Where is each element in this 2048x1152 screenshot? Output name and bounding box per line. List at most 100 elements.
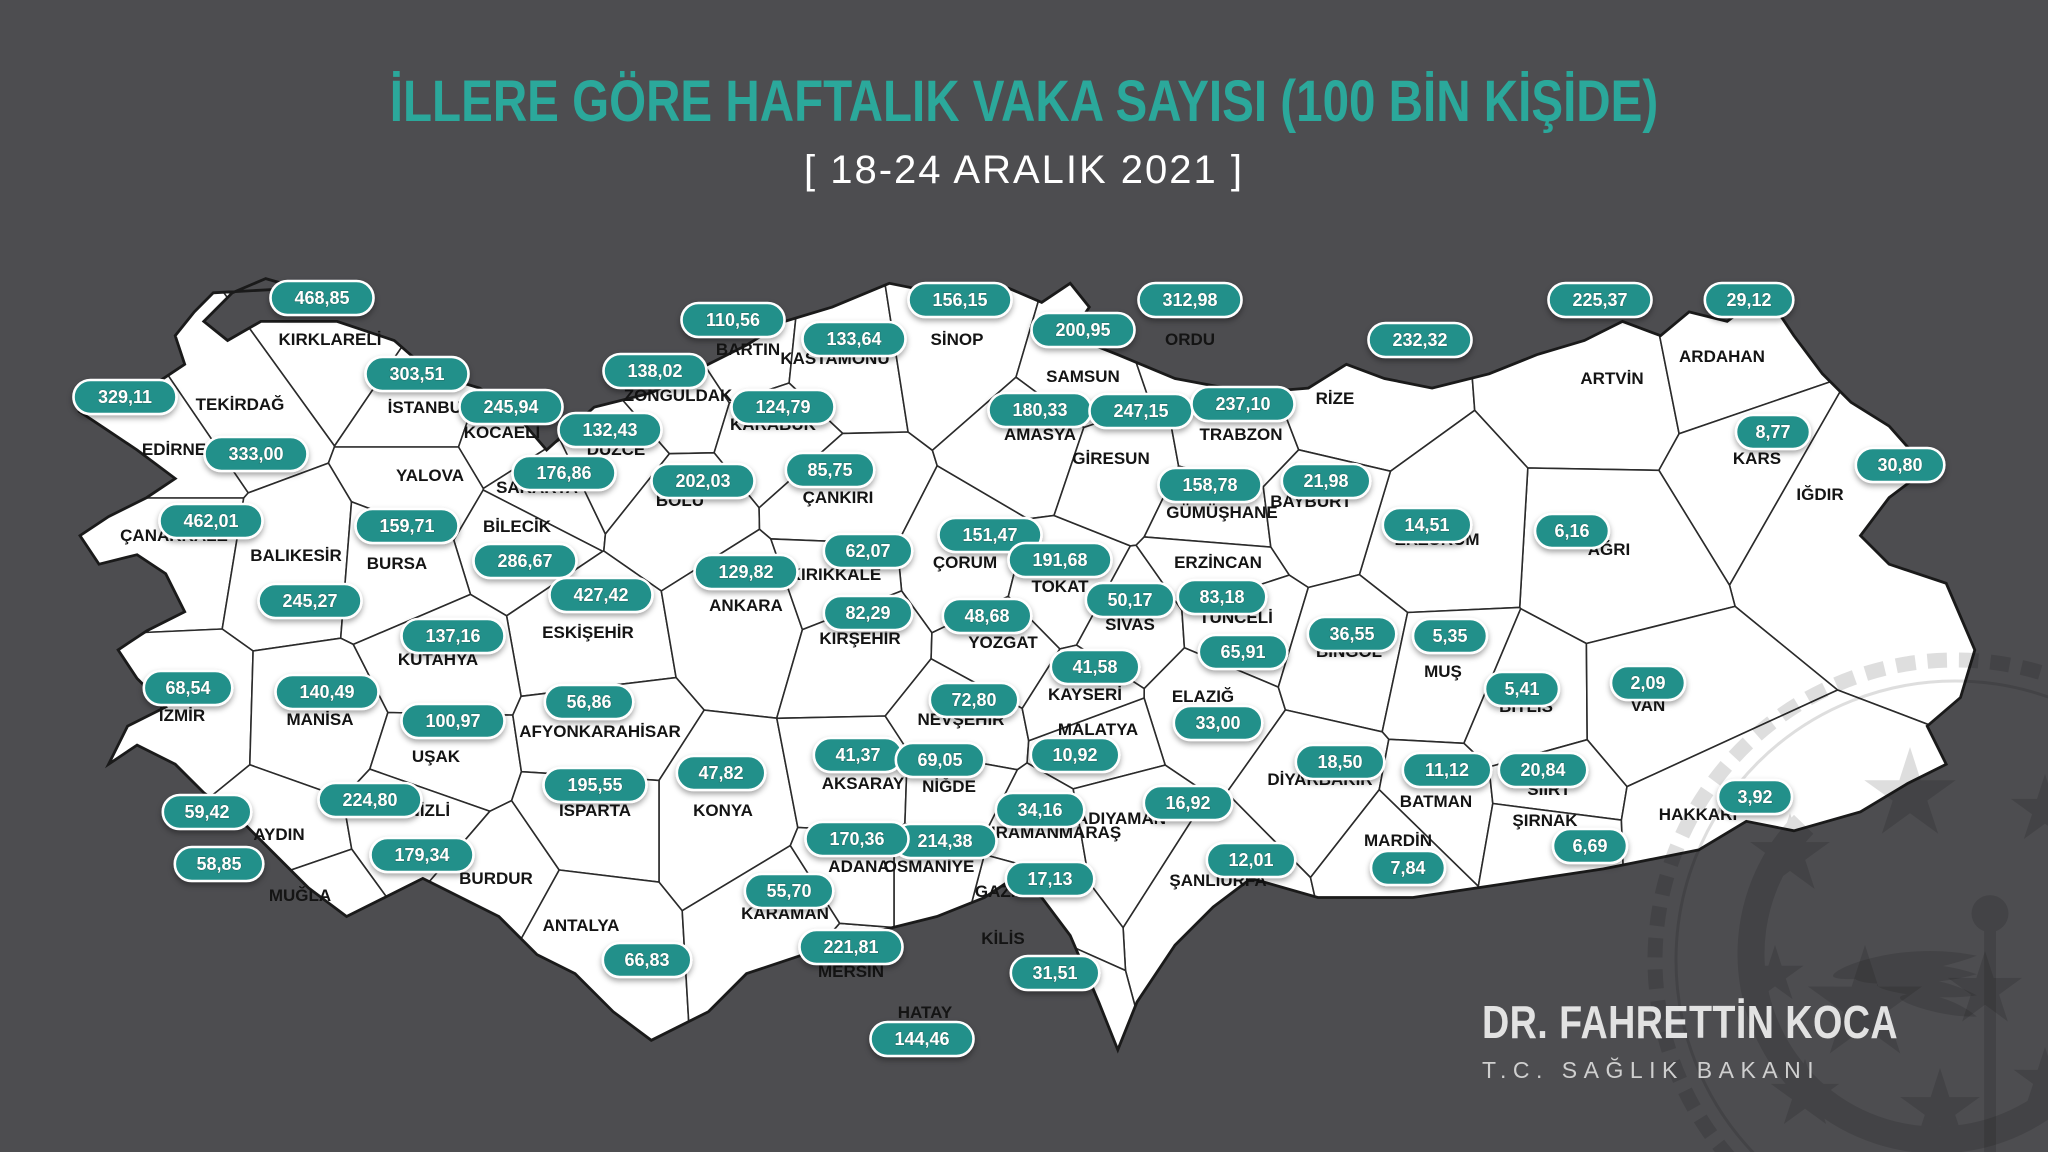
svg-text:195,55: 195,55 [567,775,622,795]
svg-text:KİLİS: KİLİS [981,929,1024,948]
svg-text:245,27: 245,27 [282,591,337,611]
svg-text:47,82: 47,82 [698,763,743,783]
svg-text:2,09: 2,09 [1630,673,1665,693]
svg-text:8,77: 8,77 [1755,422,1790,442]
svg-text:SİNOP: SİNOP [931,330,984,349]
svg-text:HATAY: HATAY [898,1003,953,1022]
svg-text:82,29: 82,29 [845,603,890,623]
svg-text:176,86: 176,86 [536,463,591,483]
svg-text:159,71: 159,71 [379,516,434,536]
svg-text:214,38: 214,38 [917,831,972,851]
svg-text:AFYONKARAHİSAR: AFYONKARAHİSAR [519,722,681,741]
svg-text:ANTALYA: ANTALYA [543,916,620,935]
svg-text:132,43: 132,43 [582,420,637,440]
svg-text:286,67: 286,67 [497,551,552,571]
svg-text:36,55: 36,55 [1329,624,1374,644]
svg-text:7,84: 7,84 [1390,858,1425,878]
svg-text:KARS: KARS [1733,449,1781,468]
svg-text:MUŞ: MUŞ [1424,662,1462,681]
svg-text:BURDUR: BURDUR [459,869,533,888]
svg-text:ARDAHAN: ARDAHAN [1679,347,1765,366]
svg-text:AKSARAY: AKSARAY [822,774,905,793]
svg-text:BURSA: BURSA [367,554,427,573]
svg-text:ORDU: ORDU [1165,330,1215,349]
svg-text:69,05: 69,05 [917,750,962,770]
svg-text:YALOVA: YALOVA [396,466,464,485]
svg-text:MANİSA: MANİSA [286,710,353,729]
svg-text:72,80: 72,80 [951,690,996,710]
svg-text:124,79: 124,79 [755,397,810,417]
svg-text:110,56: 110,56 [706,310,760,330]
svg-text:BATMAN: BATMAN [1400,792,1472,811]
svg-text:59,42: 59,42 [184,802,229,822]
svg-text:İZMİR: İZMİR [159,706,205,725]
svg-text:11,12: 11,12 [1425,760,1469,780]
svg-text:200,95: 200,95 [1055,320,1110,340]
svg-text:133,64: 133,64 [826,329,881,349]
svg-text:EDİRNE: EDİRNE [142,440,206,459]
svg-text:3,92: 3,92 [1737,787,1772,807]
svg-text:30,80: 30,80 [1877,455,1922,475]
svg-text:85,75: 85,75 [807,460,852,480]
svg-text:34,16: 34,16 [1017,800,1062,820]
svg-text:MALATYA: MALATYA [1058,720,1138,739]
svg-text:137,16: 137,16 [425,626,480,646]
svg-text:100,97: 100,97 [425,711,480,731]
svg-text:202,03: 202,03 [675,471,730,491]
svg-text:156,15: 156,15 [932,290,987,310]
svg-text:56,86: 56,86 [566,692,611,712]
svg-text:TRABZON: TRABZON [1199,425,1282,444]
svg-text:151,47: 151,47 [962,525,1017,545]
svg-text:GİRESUN: GİRESUN [1072,449,1149,468]
svg-text:427,42: 427,42 [573,585,628,605]
svg-text:191,68: 191,68 [1032,550,1087,570]
svg-text:YOZGAT: YOZGAT [968,633,1038,652]
svg-text:50,17: 50,17 [1107,590,1152,610]
svg-text:TOKAT: TOKAT [1032,577,1090,596]
svg-text:MARDİN: MARDİN [1364,831,1432,850]
svg-text:462,01: 462,01 [183,511,238,531]
svg-text:12,01: 12,01 [1228,850,1273,870]
svg-text:333,00: 333,00 [228,444,283,464]
svg-text:UŞAK: UŞAK [412,747,461,766]
svg-text:58,85: 58,85 [196,854,241,874]
svg-text:468,85: 468,85 [294,288,349,308]
svg-text:OSMANİYE: OSMANİYE [884,857,975,876]
svg-text:ERZİNCAN: ERZİNCAN [1174,553,1262,572]
svg-text:14,51: 14,51 [1404,515,1449,535]
svg-text:MUĞLA: MUĞLA [269,886,331,905]
svg-text:ISPARTA: ISPARTA [559,801,631,820]
svg-text:232,32: 232,32 [1392,330,1447,350]
svg-text:312,98: 312,98 [1162,290,1217,310]
svg-text:NİĞDE: NİĞDE [922,777,976,796]
svg-text:ÇANKIRI: ÇANKIRI [803,488,874,507]
svg-text:48,68: 48,68 [964,606,1009,626]
svg-text:83,18: 83,18 [1199,587,1244,607]
svg-text:SAMSUN: SAMSUN [1046,367,1120,386]
svg-text:68,54: 68,54 [165,678,210,698]
svg-text:ÇORUM: ÇORUM [933,553,997,572]
svg-text:41,58: 41,58 [1072,657,1117,677]
svg-text:17,13: 17,13 [1027,869,1072,889]
svg-text:329,11: 329,11 [98,387,152,407]
svg-text:KIRKLARELİ: KIRKLARELİ [279,330,382,349]
svg-text:GÜMÜŞHANE: GÜMÜŞHANE [1166,503,1277,522]
svg-text:29,12: 29,12 [1726,290,1771,310]
svg-text:KOCAELİ: KOCAELİ [464,423,541,442]
svg-text:ARTVİN: ARTVİN [1580,369,1643,388]
svg-text:KAYSERİ: KAYSERİ [1048,685,1122,704]
svg-text:BALIKESİR: BALIKESİR [250,546,342,565]
svg-text:180,33: 180,33 [1012,400,1067,420]
svg-text:ADANA: ADANA [828,857,889,876]
svg-text:RİZE: RİZE [1316,389,1355,408]
svg-text:303,51: 303,51 [389,364,444,384]
svg-text:140,49: 140,49 [299,682,354,702]
svg-text:5,35: 5,35 [1432,626,1467,646]
svg-text:33,00: 33,00 [1195,713,1240,733]
svg-text:TEKİRDAĞ: TEKİRDAĞ [196,395,285,414]
svg-text:245,94: 245,94 [483,397,538,417]
svg-text:BARTIN: BARTIN [716,340,780,359]
svg-text:62,07: 62,07 [845,541,890,561]
svg-text:247,15: 247,15 [1113,401,1168,421]
svg-text:66,83: 66,83 [624,950,669,970]
